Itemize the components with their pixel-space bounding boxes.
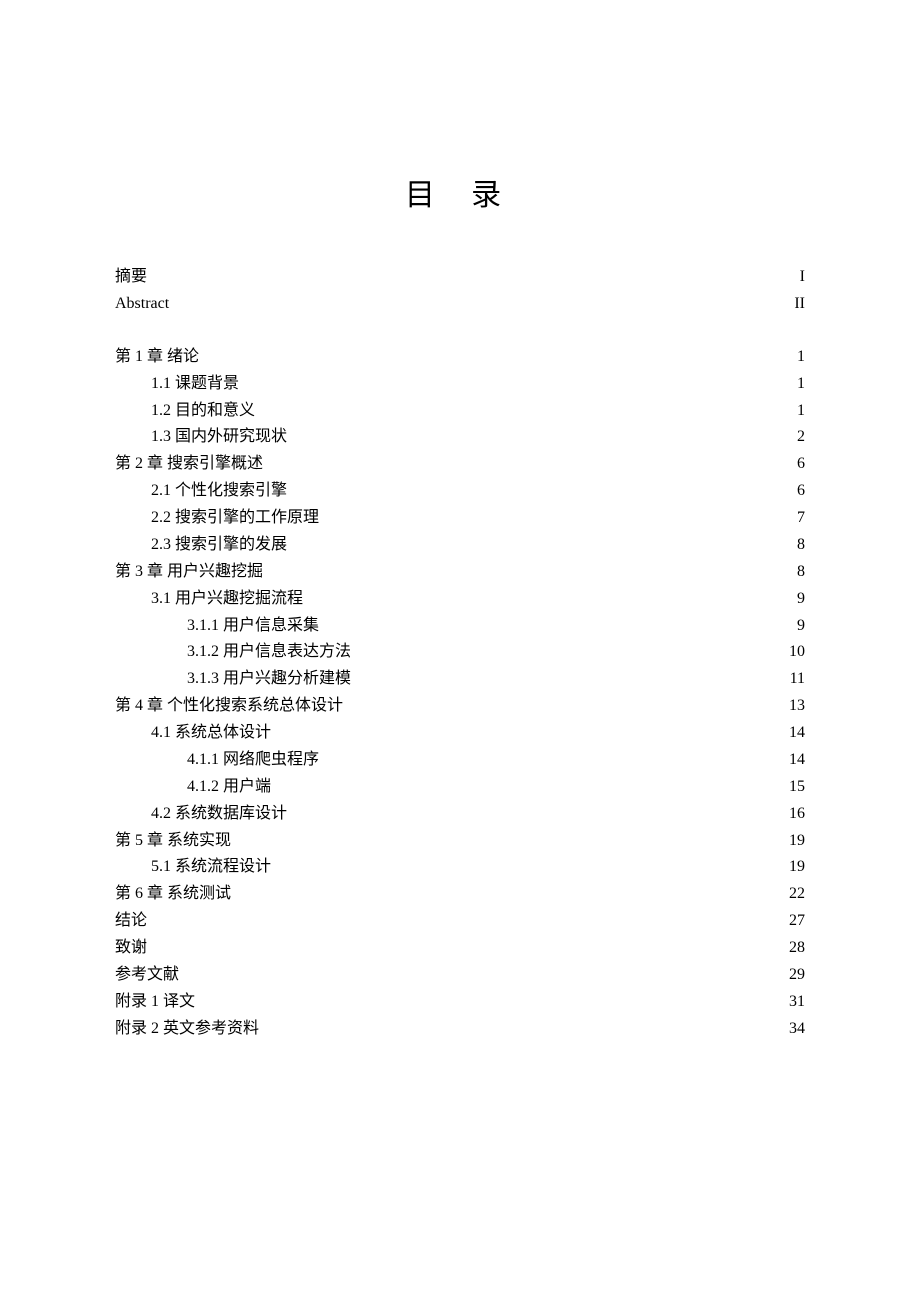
toc-entry-page: 8: [797, 559, 805, 586]
toc-entry-label: 3.1.2 用户信息表达方法: [187, 639, 351, 666]
toc-entry: 4.1.1 网络爬虫程序 14: [115, 747, 805, 774]
toc-entry-label: 附录 1 译文: [115, 989, 195, 1016]
toc-entry: 4.1.2 用户端 15: [115, 774, 805, 801]
toc-entry-page: 19: [789, 828, 805, 855]
toc-entry-page: 22: [789, 881, 805, 908]
toc-entry-page: 2: [797, 424, 805, 451]
toc-entry: 第 6 章 系统测试 22: [115, 881, 805, 908]
toc-entry-page: 28: [789, 935, 805, 962]
toc-entry-label: 1.2 目的和意义: [151, 398, 255, 425]
toc-entry-label: 2.1 个性化搜索引擎: [151, 478, 287, 505]
toc-entry-page: 1: [797, 398, 805, 425]
toc-entry: 附录 2 英文参考资料 34: [115, 1016, 805, 1043]
toc-list: 摘要IAbstractII第 1 章 绪论11.1 课题背景11.2 目的和意义…: [115, 264, 805, 1043]
toc-entry-label: 3.1 用户兴趣挖掘流程: [151, 586, 303, 613]
toc-title: 目 录: [115, 170, 805, 214]
toc-entry-label: 4.1.2 用户端: [187, 774, 271, 801]
toc-entry-label: 4.1 系统总体设计: [151, 720, 271, 747]
toc-entry-label: 2.3 搜索引擎的发展: [151, 532, 287, 559]
toc-entry: 第 3 章 用户兴趣挖掘 8: [115, 559, 805, 586]
toc-entry-label: 5.1 系统流程设计: [151, 854, 271, 881]
toc-entry-label: 第 6 章 系统测试: [115, 881, 231, 908]
toc-entry-label: 结论: [115, 908, 147, 935]
toc-entry: 3.1.2 用户信息表达方法 10: [115, 639, 805, 666]
toc-entry-page: 14: [789, 720, 805, 747]
toc-entry: 结论 27: [115, 908, 805, 935]
toc-entry-page: 8: [797, 532, 805, 559]
toc-entry-label: 2.2 搜索引擎的工作原理: [151, 505, 319, 532]
toc-entry: 第 2 章 搜索引擎概述 6: [115, 451, 805, 478]
toc-entry-page: 19: [789, 854, 805, 881]
toc-entry: 第 5 章 系统实现 19: [115, 828, 805, 855]
toc-entry-label: 致谢: [115, 935, 147, 962]
toc-entry: Abstract II: [115, 291, 805, 318]
toc-entry: 摘要 I: [115, 264, 805, 291]
toc-entry: 附录 1 译文 31: [115, 989, 805, 1016]
toc-entry-page: 16: [789, 801, 805, 828]
toc-entry-page: 14: [789, 747, 805, 774]
toc-entry: 2.3 搜索引擎的发展 8: [115, 532, 805, 559]
toc-entry-label: 3.1.1 用户信息采集: [187, 613, 319, 640]
toc-entry-page: I: [800, 264, 805, 291]
toc-entry: 致谢 28: [115, 935, 805, 962]
toc-entry-page: 13: [789, 693, 805, 720]
toc-entry-label: 第 4 章 个性化搜索系统总体设计: [115, 693, 343, 720]
toc-entry-page: 11: [790, 666, 805, 693]
toc-entry-label: 4.1.1 网络爬虫程序: [187, 747, 319, 774]
toc-entry: 1.3 国内外研究现状 2: [115, 424, 805, 451]
toc-entry-page: 34: [789, 1016, 805, 1043]
toc-entry: 3.1.3 用户兴趣分析建模 11: [115, 666, 805, 693]
toc-entry: 2.2 搜索引擎的工作原理 7: [115, 505, 805, 532]
toc-entry: 4.2 系统数据库设计 16: [115, 801, 805, 828]
toc-blank-row: [115, 318, 805, 344]
toc-entry-page: 9: [797, 586, 805, 613]
toc-entry-page: 31: [789, 989, 805, 1016]
toc-entry-page: 6: [797, 451, 805, 478]
toc-entry: 3.1 用户兴趣挖掘流程 9: [115, 586, 805, 613]
toc-entry: 5.1 系统流程设计 19: [115, 854, 805, 881]
toc-entry-page: 6: [797, 478, 805, 505]
toc-entry: 第 1 章 绪论 1: [115, 344, 805, 371]
toc-entry-page: 9: [797, 613, 805, 640]
toc-entry: 1.1 课题背景 1: [115, 371, 805, 398]
toc-entry-page: 29: [789, 962, 805, 989]
toc-entry-label: 1.1 课题背景: [151, 371, 239, 398]
toc-entry-label: 第 3 章 用户兴趣挖掘: [115, 559, 263, 586]
toc-entry-label: 3.1.3 用户兴趣分析建模: [187, 666, 351, 693]
toc-entry-page: 1: [797, 371, 805, 398]
toc-entry-label: 附录 2 英文参考资料: [115, 1016, 259, 1043]
toc-entry-label: Abstract: [115, 291, 169, 318]
toc-entry: 4.1 系统总体设计 14: [115, 720, 805, 747]
toc-entry-page: 10: [789, 639, 805, 666]
toc-entry-page: 15: [789, 774, 805, 801]
toc-entry: 3.1.1 用户信息采集 9: [115, 613, 805, 640]
toc-entry-page: II: [794, 291, 805, 318]
toc-entry: 第 4 章 个性化搜索系统总体设计 13: [115, 693, 805, 720]
toc-entry: 2.1 个性化搜索引擎 6: [115, 478, 805, 505]
toc-entry-label: 1.3 国内外研究现状: [151, 424, 287, 451]
toc-entry-label: 摘要: [115, 264, 147, 291]
toc-entry-label: 第 2 章 搜索引擎概述: [115, 451, 263, 478]
toc-entry-page: 27: [789, 908, 805, 935]
toc-entry-label: 4.2 系统数据库设计: [151, 801, 287, 828]
toc-entry-page: 7: [797, 505, 805, 532]
toc-entry-label: 第 1 章 绪论: [115, 344, 199, 371]
toc-entry-page: 1: [797, 344, 805, 371]
toc-entry-label: 第 5 章 系统实现: [115, 828, 231, 855]
toc-entry: 参考文献 29: [115, 962, 805, 989]
toc-entry: 1.2 目的和意义 1: [115, 398, 805, 425]
toc-entry-label: 参考文献: [115, 962, 179, 989]
